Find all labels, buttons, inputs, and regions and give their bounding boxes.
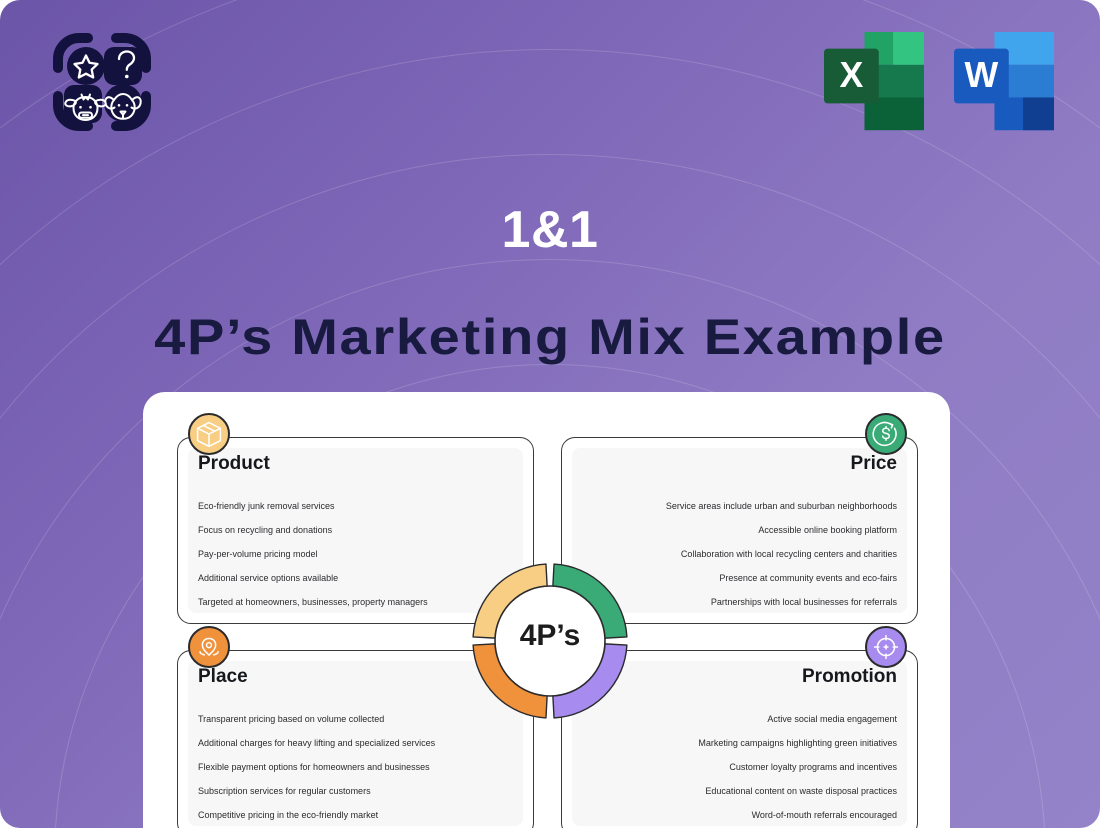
svg-text:X: X <box>839 55 863 95</box>
svg-text:W: W <box>965 55 999 95</box>
